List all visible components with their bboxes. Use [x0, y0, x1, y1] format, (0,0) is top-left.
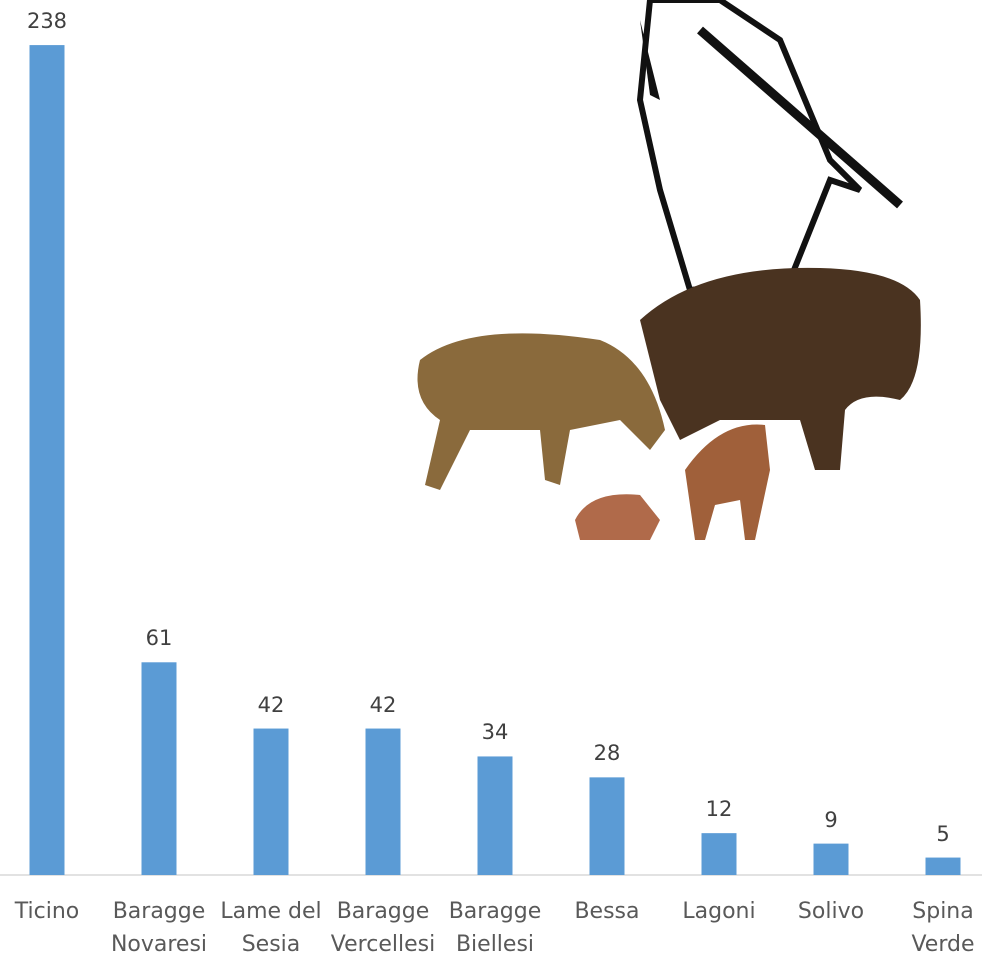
bar: [253, 728, 289, 875]
value-label: 34: [481, 720, 509, 745]
value-label: 42: [257, 692, 285, 717]
bar: [365, 728, 401, 875]
bar: [701, 833, 737, 875]
value-label: 5: [936, 821, 950, 846]
scythe: [697, 26, 903, 209]
bar: [925, 857, 961, 875]
value-label: 28: [593, 741, 621, 766]
value-label: 42: [369, 692, 397, 717]
value-label: 12: [705, 797, 733, 822]
x-tick-label: Bessa: [574, 899, 640, 924]
boar-big: [640, 267, 921, 470]
x-tick-label: Baragge Vercellesi: [330, 899, 436, 957]
reaper: [636, 0, 863, 294]
value-label: 238: [26, 9, 68, 34]
reaper-shade: [640, 20, 660, 100]
x-tick-label: Solivo: [797, 899, 865, 924]
value-label: 9: [824, 807, 838, 832]
bar: [813, 843, 849, 875]
decoration: [417, 0, 921, 540]
bar: [141, 662, 177, 875]
x-tick-label: Baragge Novaresi: [110, 899, 208, 957]
bar: [29, 45, 65, 876]
x-tick-label: Spina Verde: [911, 899, 975, 957]
x-tick-label: Lagoni: [682, 899, 756, 924]
piglet: [685, 424, 770, 540]
x-tick-label: Ticino: [14, 899, 80, 924]
value-label: 61: [145, 626, 173, 651]
boar-mid: [417, 333, 665, 490]
bar: [589, 777, 625, 875]
bar: [477, 756, 513, 875]
x-tick-label: Lame del Sesia: [220, 899, 322, 957]
x-tick-label: Baragge Biellesi: [448, 899, 542, 957]
piglet-small: [575, 494, 660, 540]
